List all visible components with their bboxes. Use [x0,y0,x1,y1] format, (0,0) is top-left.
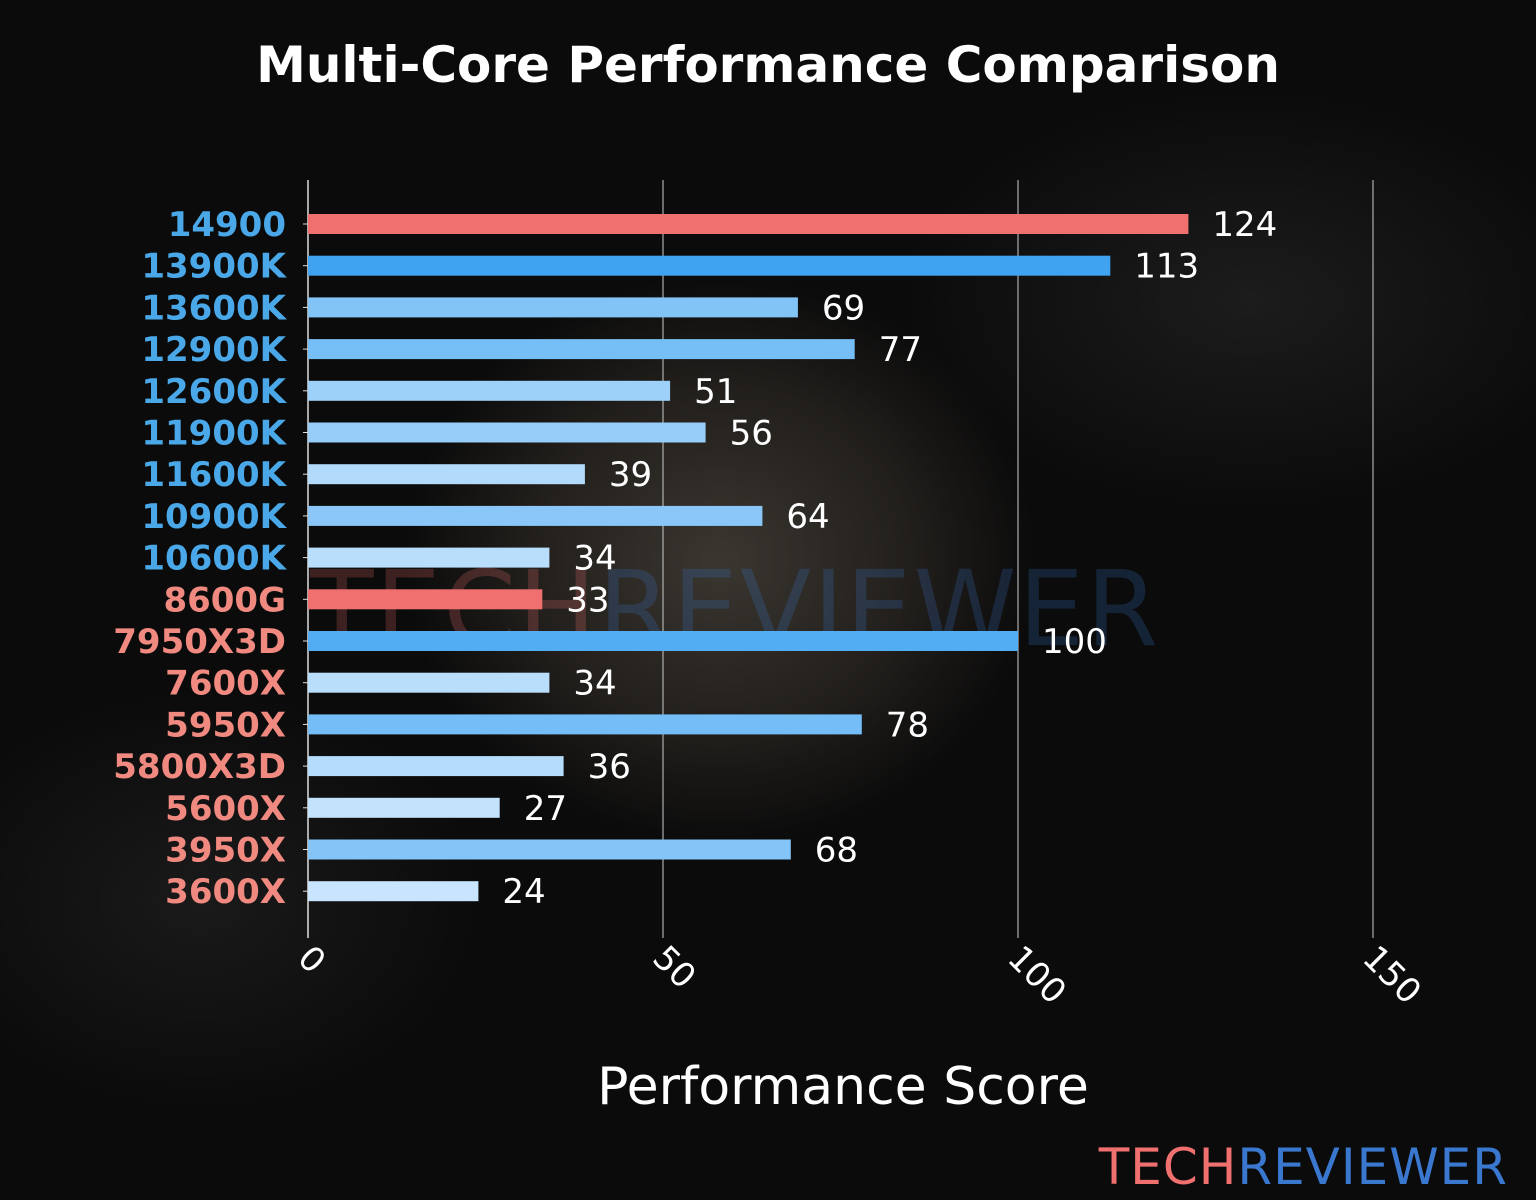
bar [308,422,706,443]
bar [308,505,763,526]
bar [308,339,855,360]
data-label: 69 [822,288,865,328]
data-label: 68 [815,831,858,871]
y-tick-label: 8600G [163,580,286,620]
logo-part1: TECH [1098,1138,1238,1196]
bar [308,672,550,693]
data-label: 124 [1212,205,1277,245]
data-label: 77 [879,330,922,370]
bar [308,297,798,318]
y-tick-label: 11900K [141,414,287,454]
data-label: 36 [588,747,631,787]
bar [308,756,564,777]
data-label: 51 [694,372,737,412]
y-tick-label: 5800X3D [113,747,286,787]
y-tick-label: 14900 [168,205,286,245]
bar [308,631,1018,651]
data-label: 33 [566,580,609,620]
bar [308,214,1189,234]
bar [308,255,1111,276]
y-tick-label: 10900K [141,497,287,537]
data-label: 39 [609,455,652,495]
chart-title: Multi-Core Performance Comparison [256,36,1280,94]
y-tick-label: 7950X3D [113,622,286,662]
bar [308,839,791,860]
y-tick-label: 12600K [141,372,287,412]
y-tick-label: 10600K [141,539,287,579]
data-label: 113 [1134,247,1199,287]
logo-part2: REVIEWER [1237,1138,1508,1196]
bar [308,464,585,485]
y-tick-label: 5950X [165,705,286,745]
data-label: 34 [573,539,616,579]
x-tick-label: 150 [1355,938,1429,1012]
bar [308,714,862,735]
x-tick-label: 0 [290,938,334,982]
logo: TECHREVIEWER [1099,1138,1508,1196]
y-tick-label: 3600X [165,872,286,912]
bar [308,797,500,818]
data-label: 56 [730,414,773,454]
data-label: 34 [573,664,616,704]
y-tick-label: 12900K [141,330,287,370]
x-tick-label: 100 [1000,938,1074,1012]
data-label: 24 [502,872,545,912]
y-tick-label: 3950X [165,831,286,871]
y-tick-label: 5600X [165,789,286,829]
y-tick-label: 11600K [141,455,287,495]
bar [308,547,550,568]
x-axis-label: Performance Score [597,1057,1089,1117]
data-label: 64 [786,497,829,537]
data-label: 27 [524,789,567,829]
bar [308,881,479,902]
x-tick-label: 50 [645,938,704,997]
y-tick-label: 7600X [165,664,286,704]
y-tick-label: 13900K [141,247,287,287]
bar [308,380,671,401]
y-tick-label: 13600K [141,288,287,328]
data-label: 100 [1042,622,1107,662]
bar [308,589,543,610]
data-label: 78 [886,705,929,745]
